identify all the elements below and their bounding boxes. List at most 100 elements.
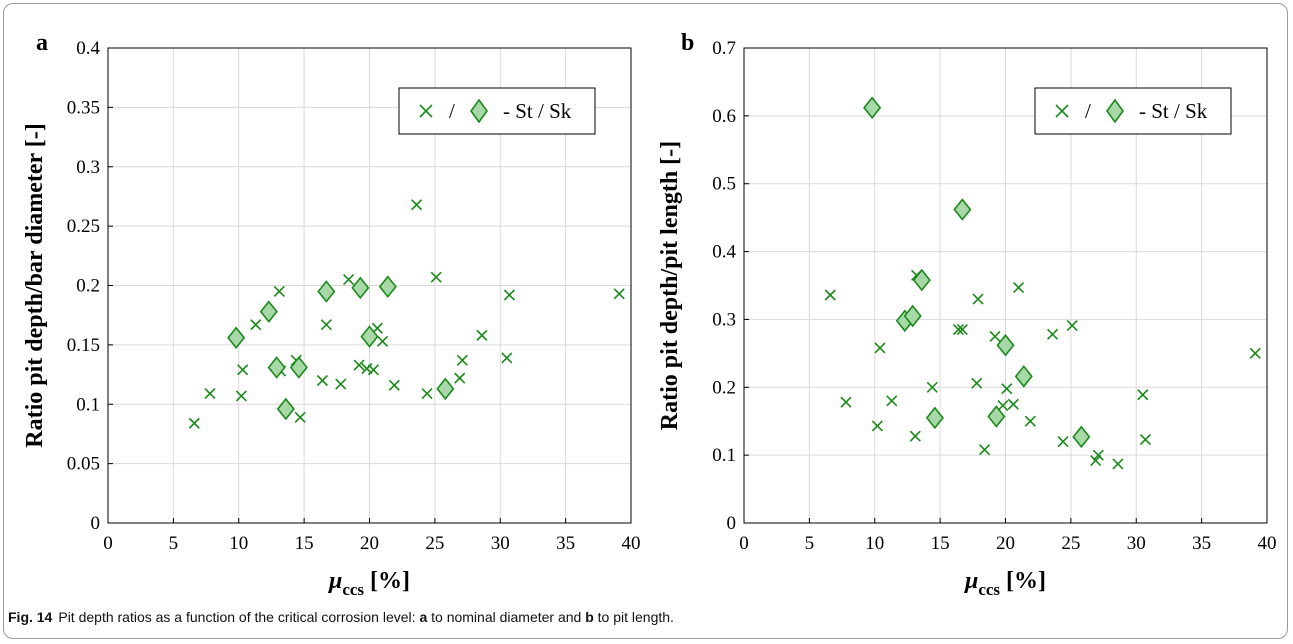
y-tick-label: 0.25: [67, 216, 100, 237]
figure-caption: Fig. 14 Pit depth ratios as a function of…: [8, 609, 1278, 625]
data-point-diamond: [953, 198, 972, 221]
data-point-x: [353, 359, 365, 371]
data-point-x: [989, 330, 1001, 342]
data-point-x: [250, 319, 262, 331]
data-point-diamond: [863, 96, 882, 119]
data-point-x: [188, 417, 200, 429]
data-point-x: [886, 395, 898, 407]
data-point-diamond: [436, 377, 455, 401]
panel-label-a: a: [36, 30, 48, 56]
legend-diamond-marker: [1106, 98, 1124, 124]
data-point-x: [335, 378, 347, 390]
y-tick-label: 0.6: [712, 106, 736, 127]
data-point-diamond: [1014, 365, 1033, 388]
data-point-x: [1066, 319, 1078, 332]
x-tick-label: 25: [425, 533, 444, 554]
data-point-diamond: [227, 326, 246, 350]
data-point-diamond: [276, 397, 295, 421]
x-tick-label: 10: [229, 533, 248, 554]
data-point-diamond: [289, 356, 308, 379]
data-point-x: [952, 324, 964, 336]
y-tick-label: 0.05: [67, 454, 100, 475]
data-point-x: [273, 285, 285, 298]
caption-text-1: Pit depth ratios as a function of the cr…: [58, 609, 420, 625]
data-point-x: [1137, 389, 1149, 401]
data-point-diamond: [259, 300, 278, 323]
data-point-x: [1007, 398, 1019, 410]
data-point-x: [456, 354, 468, 366]
data-point-diamond: [360, 325, 379, 348]
data-point-x: [503, 289, 515, 301]
x-tick-label: 10: [865, 533, 884, 554]
data-point-x: [874, 342, 886, 354]
data-point-x: [454, 372, 466, 384]
x-tick-label: 5: [169, 533, 179, 554]
legend-slash: /: [449, 99, 455, 123]
x-tick-label: 0: [103, 533, 113, 554]
data-point-x: [1013, 281, 1025, 294]
data-point-diamond: [903, 304, 922, 328]
data-point-x: [1092, 449, 1104, 461]
legend-box: [1034, 87, 1232, 135]
data-point-x: [1057, 436, 1069, 448]
x-tick-label: 40: [622, 533, 641, 554]
x-tick-label: 20: [360, 533, 379, 554]
data-point-diamond: [267, 356, 286, 379]
data-point-diamond: [378, 275, 397, 298]
x-axis-label: μccs [%]: [327, 568, 410, 599]
y-tick-label: 0.1: [76, 394, 100, 415]
data-point-x: [1001, 383, 1013, 395]
x-tick-label: 15: [295, 533, 314, 554]
data-point-x: [237, 364, 249, 376]
data-point-x: [956, 324, 968, 336]
data-point-x: [1090, 455, 1102, 467]
caption-text-2: to nominal diameter and: [427, 609, 586, 625]
x-tick-label: 35: [556, 533, 575, 554]
data-point-x: [871, 420, 883, 432]
caption-text-3: to pit length.: [593, 609, 674, 625]
data-point-diamond: [317, 280, 336, 303]
y-tick-label: 0.4: [712, 242, 736, 263]
legend-slash: /: [1085, 99, 1091, 123]
y-tick-label: 0.35: [67, 97, 100, 118]
legend-box: [398, 87, 596, 135]
data-point-x: [316, 374, 328, 387]
data-point-x: [501, 352, 513, 364]
data-point-diamond: [925, 406, 944, 430]
data-point-x: [430, 271, 442, 283]
y-axis-label: Ratio pit depth/bar diameter [-]: [22, 123, 48, 447]
y-tick-label: 0.2: [76, 276, 100, 297]
x-tick-label: 35: [1192, 533, 1211, 554]
caption-letter-a: a: [419, 609, 428, 625]
y-tick-label: 0.7: [712, 38, 736, 59]
y-tick-label: 0.3: [76, 157, 100, 178]
data-point-x: [367, 364, 379, 376]
data-point-diamond: [351, 276, 370, 300]
y-tick-label: 0.4: [76, 38, 100, 59]
data-point-x: [235, 390, 247, 402]
data-point-x: [1024, 415, 1036, 427]
data-point-x: [840, 396, 852, 408]
x-tick-label: 0: [739, 533, 749, 554]
x-tick-label: 30: [491, 533, 510, 554]
panel-label-b: b: [681, 30, 694, 56]
x-tick-label: 5: [805, 533, 815, 554]
data-point-x: [972, 293, 984, 305]
data-point-x: [1249, 347, 1261, 359]
data-point-x: [926, 381, 938, 393]
y-tick-label: 0: [727, 513, 737, 534]
data-point-x: [979, 444, 991, 456]
data-point-x: [377, 335, 389, 347]
data-point-x: [476, 329, 488, 341]
caption-letter-b: b: [585, 609, 594, 625]
data-point-x: [613, 288, 625, 300]
x-tick-label: 20: [996, 533, 1015, 554]
data-point-diamond: [912, 268, 931, 292]
data-point-x: [824, 289, 836, 301]
data-point-x: [1112, 458, 1124, 470]
data-point-diamond: [996, 333, 1015, 357]
data-point-x: [204, 387, 216, 400]
data-point-x: [320, 319, 332, 331]
x-tick-label: 40: [1258, 533, 1277, 554]
x-tick-label: 30: [1127, 533, 1146, 554]
